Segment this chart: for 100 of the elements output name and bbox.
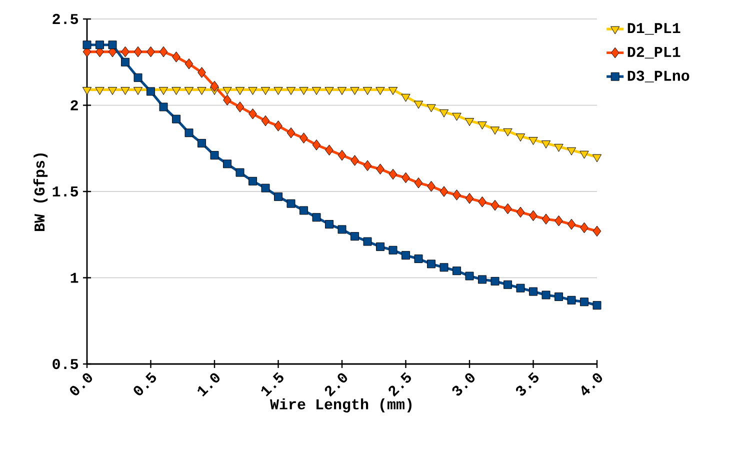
legend-label: D2_PL1 bbox=[628, 46, 680, 58]
point bbox=[184, 128, 194, 138]
point bbox=[133, 86, 143, 95]
x-tick-label: 1.5 bbox=[261, 372, 284, 396]
point bbox=[554, 292, 563, 301]
point bbox=[159, 46, 168, 58]
point bbox=[223, 160, 232, 168]
legend-label: D1_PL1 bbox=[628, 23, 680, 35]
point bbox=[567, 218, 576, 230]
point bbox=[172, 52, 180, 62]
point bbox=[158, 86, 168, 95]
y-tick-label: 1 bbox=[70, 272, 78, 283]
point bbox=[350, 232, 359, 241]
point bbox=[325, 144, 334, 156]
point bbox=[478, 196, 486, 208]
point bbox=[503, 128, 512, 136]
point bbox=[516, 206, 525, 218]
point bbox=[528, 137, 538, 145]
x-tick-label: 3.0 bbox=[452, 373, 475, 396]
y-tick-label: 2.5 bbox=[52, 14, 78, 24]
point bbox=[490, 126, 500, 135]
point bbox=[542, 214, 550, 225]
point bbox=[554, 144, 564, 152]
point bbox=[452, 112, 462, 121]
point bbox=[427, 180, 436, 192]
point bbox=[198, 138, 206, 148]
point bbox=[388, 168, 398, 180]
point bbox=[172, 86, 181, 95]
point bbox=[566, 147, 576, 156]
point bbox=[312, 139, 321, 150]
point bbox=[541, 140, 551, 148]
point bbox=[465, 192, 474, 204]
point bbox=[338, 150, 346, 161]
point bbox=[248, 108, 257, 120]
point bbox=[388, 246, 398, 254]
point bbox=[388, 86, 398, 95]
x-tick-label: 1.0 bbox=[197, 373, 220, 397]
point bbox=[172, 114, 180, 124]
point bbox=[325, 220, 334, 229]
point bbox=[274, 120, 282, 132]
point bbox=[184, 58, 194, 70]
point bbox=[542, 290, 550, 300]
point bbox=[312, 213, 321, 222]
point bbox=[580, 150, 589, 159]
point bbox=[363, 237, 372, 246]
point bbox=[414, 254, 423, 264]
point bbox=[120, 86, 130, 95]
point bbox=[350, 155, 359, 166]
point bbox=[248, 176, 257, 186]
point bbox=[274, 86, 283, 95]
point bbox=[464, 118, 474, 126]
point bbox=[134, 46, 142, 58]
point bbox=[210, 151, 219, 160]
x-tick-label: 2.5 bbox=[388, 372, 411, 397]
point bbox=[504, 280, 512, 289]
point bbox=[248, 86, 258, 95]
point bbox=[312, 86, 322, 95]
point bbox=[529, 287, 538, 296]
point bbox=[516, 284, 525, 292]
point bbox=[82, 40, 92, 50]
point bbox=[478, 275, 486, 284]
point bbox=[478, 121, 487, 130]
point bbox=[401, 94, 410, 102]
point bbox=[440, 186, 448, 197]
point bbox=[300, 132, 308, 144]
point bbox=[452, 266, 461, 276]
point bbox=[516, 134, 526, 142]
point bbox=[529, 210, 538, 222]
x-tick-label: 0.5 bbox=[134, 372, 156, 396]
y-axis-title: BW (Gfps) bbox=[33, 154, 48, 232]
point bbox=[414, 177, 423, 188]
point bbox=[235, 86, 245, 95]
x-axis-title: Wire Length (mm) bbox=[270, 398, 412, 412]
point bbox=[426, 104, 436, 112]
point bbox=[337, 86, 347, 95]
point bbox=[274, 192, 282, 201]
point bbox=[324, 86, 334, 95]
point bbox=[236, 168, 244, 177]
point bbox=[286, 127, 296, 138]
point bbox=[554, 215, 563, 226]
point bbox=[439, 109, 449, 118]
point bbox=[567, 296, 576, 304]
y-tick-label: 1.5 bbox=[52, 186, 78, 197]
point bbox=[504, 203, 512, 214]
point bbox=[197, 86, 206, 95]
point bbox=[338, 225, 346, 234]
point bbox=[299, 86, 308, 95]
point bbox=[146, 46, 155, 58]
point bbox=[261, 115, 270, 126]
point bbox=[108, 40, 117, 50]
point bbox=[222, 86, 232, 95]
point bbox=[286, 86, 296, 95]
legend-label: D3_PLno bbox=[628, 70, 690, 82]
y-tick-label: 2 bbox=[70, 100, 78, 110]
point bbox=[95, 86, 104, 95]
point bbox=[363, 160, 372, 172]
x-tick-label: 2.0 bbox=[324, 373, 348, 397]
x-tick-label: 4.0 bbox=[581, 373, 602, 396]
point bbox=[159, 102, 168, 112]
point bbox=[592, 301, 602, 310]
